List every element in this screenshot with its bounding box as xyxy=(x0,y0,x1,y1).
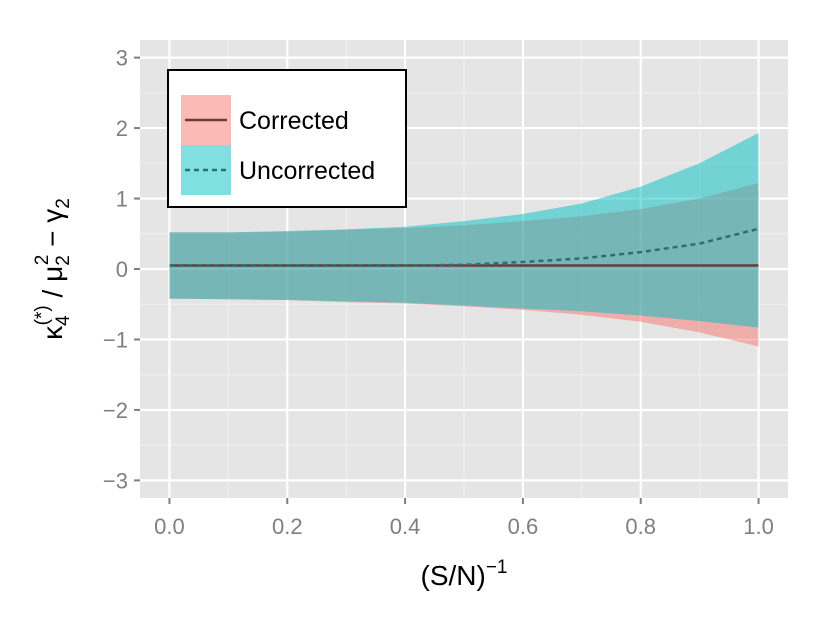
y-axis-ticks: 3 2 1 0 −1 −2 −3 xyxy=(103,46,140,493)
x-tick-label: 0.2 xyxy=(272,514,303,539)
y-title-slash: / xyxy=(37,282,68,305)
y-axis-title: κ4(*) / μ22 − γ2 xyxy=(32,198,74,340)
series-lines xyxy=(169,227,759,267)
y-tick-label: −1 xyxy=(103,327,128,352)
x-axis-ticks: 0.0 0.2 0.4 0.6 0.8 1.0 xyxy=(154,498,774,539)
y-title-minus: − xyxy=(37,223,68,255)
y-tick-label: 1 xyxy=(116,187,128,212)
ribbon-uncorrected xyxy=(169,133,759,328)
y-title-gamma-sub: 2 xyxy=(53,198,74,209)
y-title-kappa-sup: (*) xyxy=(32,305,53,325)
x-tick-label: 0.4 xyxy=(390,514,421,539)
y-tick-label: 3 xyxy=(116,46,128,71)
x-tick-label: 0.6 xyxy=(508,514,539,539)
y-title-mu-sub: 2 xyxy=(53,255,74,266)
legend-label-corrected: Corrected xyxy=(239,107,349,135)
y-title-gamma: γ xyxy=(37,209,68,223)
x-tick-label: 0.0 xyxy=(154,514,185,539)
y-title-mu: μ xyxy=(37,266,68,282)
y-title-kappa: κ xyxy=(37,325,68,340)
x-tick-label: 1.0 xyxy=(743,514,774,539)
y-tick-label: −3 xyxy=(103,468,128,493)
x-axis-title-text: (S/N) xyxy=(421,560,486,591)
y-tick-label: 2 xyxy=(116,116,128,141)
x-axis-title-exponent: −1 xyxy=(486,557,508,578)
legend-label-uncorrected: Uncorrected xyxy=(239,157,375,185)
legend: Corrected Uncorrected xyxy=(167,69,407,208)
y-tick-label: −2 xyxy=(103,398,128,423)
x-tick-label: 0.8 xyxy=(625,514,656,539)
y-title-kappa-sub: 4 xyxy=(53,315,74,326)
x-axis-title: (S/N)−1 xyxy=(421,557,508,591)
y-tick-label: 0 xyxy=(116,257,128,282)
y-title-mu-sup: 2 xyxy=(32,255,53,266)
